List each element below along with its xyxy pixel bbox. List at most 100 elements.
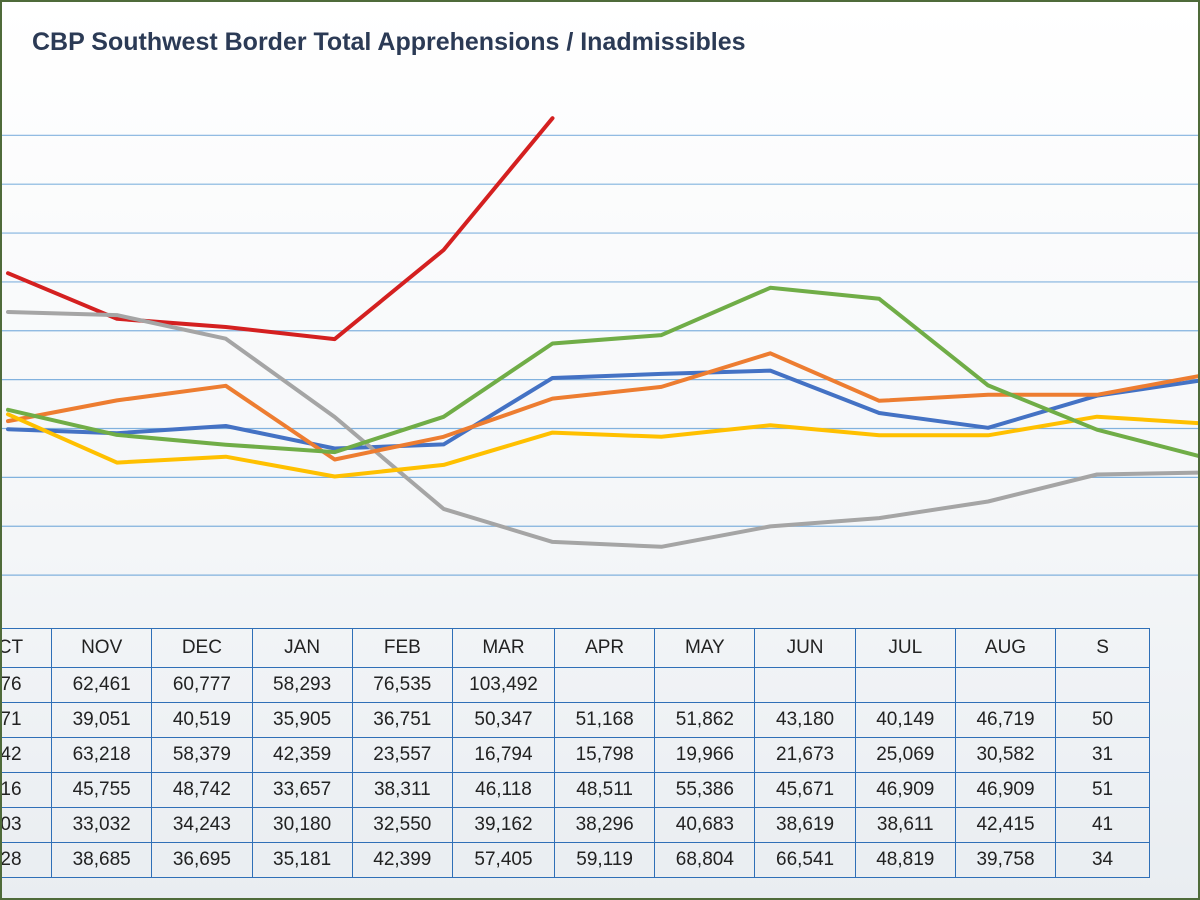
chart-title: CBP Southwest Border Total Apprehensions… — [32, 28, 746, 56]
table-cell: 46,909 — [954, 772, 1057, 808]
table-cell: AUG — [954, 628, 1057, 668]
table-cell: 40,683 — [654, 807, 756, 843]
table-cell: 46,118 — [451, 772, 556, 808]
table-cell: 33,657 — [251, 772, 353, 808]
table-cell: JUN — [754, 628, 856, 668]
series-line-3 — [6, 310, 1198, 549]
table-cell: S — [1055, 628, 1150, 668]
table-cell: 36,695 — [151, 842, 253, 878]
table-cell: DEC — [151, 628, 253, 668]
table-cell: ,871 — [2, 702, 53, 738]
table-cell: 19,966 — [654, 737, 756, 773]
table-cell: 55,386 — [654, 772, 756, 808]
table-cell — [654, 667, 756, 703]
table-cell: FEB — [351, 628, 453, 668]
table-cell: 45,671 — [754, 772, 856, 808]
table-cell: 48,819 — [854, 842, 956, 878]
gridlines — [2, 134, 1198, 576]
table-cell: ,776 — [2, 667, 53, 703]
table-cell: ,516 — [2, 772, 53, 808]
table-cell: MAR — [451, 628, 556, 668]
table-cell: 31 — [1055, 737, 1150, 773]
table-cell: JUL — [854, 628, 956, 668]
table-cell: 62,461 — [51, 667, 153, 703]
table-cell: 21,673 — [754, 737, 856, 773]
table-cell: JAN — [251, 628, 353, 668]
table-cell: 39,051 — [51, 702, 153, 738]
table-cell: 39,162 — [451, 807, 556, 843]
table-cell — [1055, 667, 1150, 703]
table-row: ,90333,03234,24330,18032,55039,16238,296… — [2, 807, 1150, 843]
table-cell: 39,758 — [954, 842, 1057, 878]
table-cell: 34,243 — [151, 807, 253, 843]
table-cell — [754, 667, 856, 703]
table-cell: 15,798 — [554, 737, 656, 773]
table-cell: 30,180 — [251, 807, 353, 843]
table-cell: 30,582 — [954, 737, 1057, 773]
table-cell: 35,181 — [251, 842, 353, 878]
table-cell: 50,347 — [451, 702, 556, 738]
table-cell: 60,777 — [151, 667, 253, 703]
series-lines — [6, 116, 1198, 549]
table-cell — [854, 667, 956, 703]
table-cell: 50 — [1055, 702, 1150, 738]
table-cell: ,903 — [2, 807, 53, 843]
table-cell: 38,311 — [351, 772, 453, 808]
table-cell: 51,862 — [654, 702, 756, 738]
table-cell: 59,119 — [554, 842, 656, 878]
table-cell — [954, 667, 1057, 703]
table-cell: 32,550 — [351, 807, 453, 843]
table-cell: 25,069 — [854, 737, 956, 773]
table-cell: 48,742 — [151, 772, 253, 808]
series-line-4 — [6, 351, 1198, 462]
table-cell: 58,379 — [151, 737, 253, 773]
table-cell: 76,535 — [351, 667, 453, 703]
table-cell: 23,557 — [351, 737, 453, 773]
table-cell: 63,218 — [51, 737, 153, 773]
table-cell: 42,399 — [351, 842, 453, 878]
table-row: ,82838,68536,69535,18142,39957,40559,119… — [2, 842, 1150, 878]
table-row: ,51645,75548,74233,65738,31146,11848,511… — [2, 772, 1150, 808]
line-chart — [2, 116, 1198, 576]
table-cell: 45,755 — [51, 772, 153, 808]
table-cell: OCT — [2, 628, 53, 668]
table-cell: 38,685 — [51, 842, 153, 878]
data-table: OCTNOVDECJANFEBMARAPRMAYJUNJULAUGS,77662… — [2, 628, 1150, 878]
table-cell: 33,032 — [51, 807, 153, 843]
table-cell: 46,909 — [854, 772, 956, 808]
table-row: ,87139,05140,51935,90536,75150,34751,168… — [2, 702, 1150, 738]
table-cell: 48,511 — [554, 772, 656, 808]
series-line-1 — [6, 116, 555, 342]
table-cell: 38,619 — [754, 807, 856, 843]
table-cell: 35,905 — [251, 702, 353, 738]
table-cell: ,828 — [2, 842, 53, 878]
table-cell: 51,168 — [554, 702, 656, 738]
table-cell: 66,541 — [754, 842, 856, 878]
table-cell: 42,415 — [954, 807, 1057, 843]
table-cell: 51 — [1055, 772, 1150, 808]
table-cell: 38,611 — [854, 807, 956, 843]
series-line-5 — [6, 412, 1198, 479]
table-cell: 36,751 — [351, 702, 453, 738]
table-cell: 103,492 — [451, 667, 556, 703]
table-cell: APR — [554, 628, 656, 668]
table-row: ,84263,21858,37942,35923,55716,79415,798… — [2, 737, 1150, 773]
table-cell — [554, 667, 656, 703]
table-cell: 40,149 — [854, 702, 956, 738]
table-cell: 57,405 — [451, 842, 556, 878]
series-line-2 — [6, 368, 1198, 451]
table-cell: 16,794 — [451, 737, 556, 773]
table-cell: 38,296 — [554, 807, 656, 843]
table-cell: 58,293 — [251, 667, 353, 703]
table-cell: 43,180 — [754, 702, 856, 738]
table-cell: NOV — [51, 628, 153, 668]
table-cell: 34 — [1055, 842, 1150, 878]
series-line-6 — [6, 285, 1198, 458]
table-header-row: OCTNOVDECJANFEBMARAPRMAYJUNJULAUGS — [2, 628, 1150, 668]
table-cell: MAY — [654, 628, 756, 668]
table-cell: ,842 — [2, 737, 53, 773]
table-cell: 41 — [1055, 807, 1150, 843]
table-cell: 40,519 — [151, 702, 253, 738]
